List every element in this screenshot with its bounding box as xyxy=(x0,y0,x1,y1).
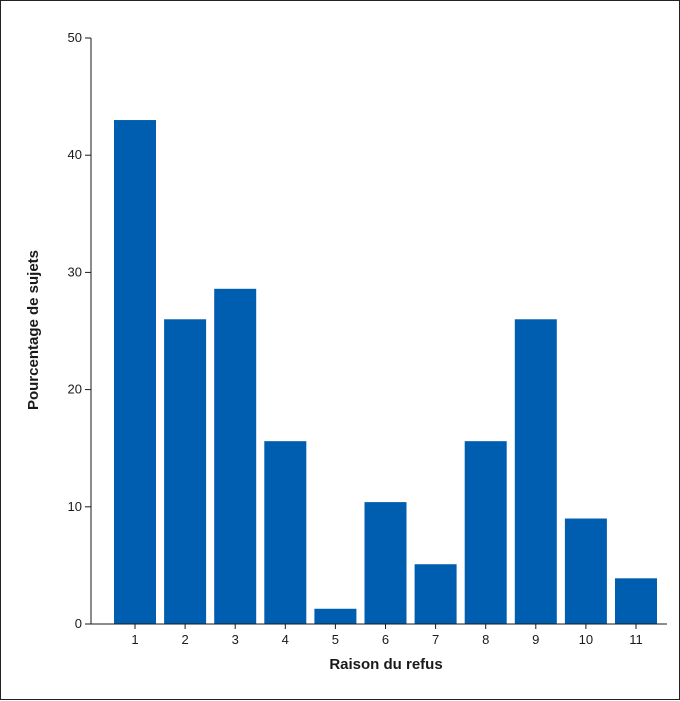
y-axis: 0 10 20 30 40 50 xyxy=(68,30,92,631)
x-tick-label: 1 xyxy=(131,632,138,647)
bar-3 xyxy=(214,288,257,624)
bar-4 xyxy=(264,441,307,624)
x-tick-label: 6 xyxy=(382,632,389,647)
bar-11 xyxy=(615,578,657,624)
x-tick-label: 9 xyxy=(532,632,539,647)
x-tick-label: 3 xyxy=(232,632,239,647)
y-tick-label: 0 xyxy=(75,616,82,631)
bar-6 xyxy=(364,502,407,624)
bar-2 xyxy=(164,319,207,624)
x-tick-label: 7 xyxy=(432,632,439,647)
x-tick-label: 11 xyxy=(629,632,643,647)
x-tick-label: 2 xyxy=(181,632,188,647)
x-axis: 1 2 3 4 5 6 7 8 9 10 11 xyxy=(91,623,667,647)
bar-8 xyxy=(464,441,507,624)
x-tick-label: 4 xyxy=(282,632,289,647)
y-axis-title: Pourcentage de sujets xyxy=(25,250,42,410)
bar-7 xyxy=(414,564,457,624)
y-tick-label: 40 xyxy=(68,147,82,162)
bars-group xyxy=(114,120,657,624)
y-tick-label: 20 xyxy=(68,382,82,397)
y-tick-label: 50 xyxy=(68,30,82,45)
bar-5 xyxy=(314,608,357,624)
bar-10 xyxy=(564,518,607,624)
y-tick-label: 30 xyxy=(68,264,82,279)
bar-9 xyxy=(514,319,557,624)
x-tick-label: 10 xyxy=(579,632,593,647)
x-tick-label: 5 xyxy=(332,632,339,647)
bar-1 xyxy=(114,120,156,624)
y-tick-label: 10 xyxy=(68,499,82,514)
x-axis-title: Raison du refus xyxy=(329,656,442,673)
x-tick-label: 8 xyxy=(482,632,489,647)
